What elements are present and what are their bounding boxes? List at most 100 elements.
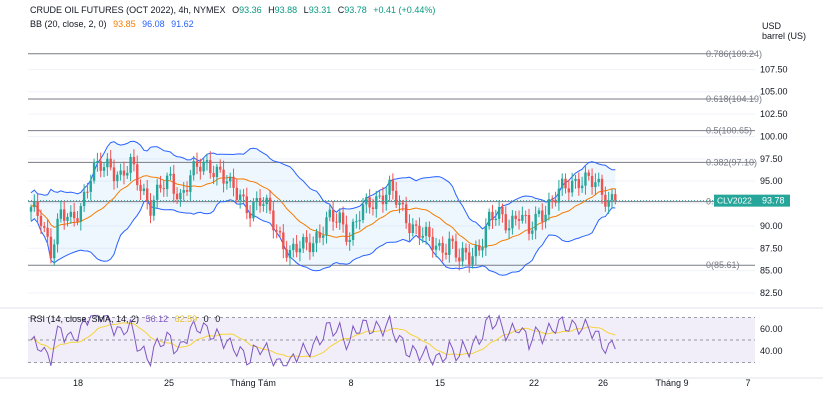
- candle-body: [351, 221, 355, 240]
- candle-body: [564, 178, 567, 189]
- candle-body: [424, 226, 428, 236]
- candle-body: [295, 243, 298, 253]
- candle-body: [129, 157, 132, 173]
- bb-upper-line: [30, 140, 616, 230]
- candle-body: [381, 195, 385, 205]
- candle-body: [185, 190, 189, 192]
- x-tick-label: 7: [745, 378, 750, 388]
- price-tag-bg: [758, 194, 790, 207]
- candle-body: [315, 232, 318, 244]
- candle-body: [594, 182, 597, 188]
- candle-body: [421, 235, 424, 238]
- fib-label: 0.382(97.10): [706, 157, 757, 167]
- candle-body: [461, 247, 464, 262]
- candle-body: [570, 180, 574, 193]
- candle-body: [162, 188, 165, 190]
- x-tick-label: 26: [598, 378, 608, 388]
- candle-body: [335, 221, 338, 223]
- close-label: C: [337, 5, 345, 15]
- candle-body: [345, 224, 348, 242]
- candle-body: [192, 161, 195, 176]
- legend-line2: BB (20, close, 2, 0) 93.85 96.08 91.62: [30, 19, 198, 29]
- candle-body: [418, 225, 421, 238]
- candle-body: [438, 243, 441, 246]
- candle-body: [361, 204, 365, 221]
- rsi-legend: RSI (14, close, SMA, 14, 2) 56.12 62.59 …: [30, 314, 224, 324]
- high-value: 93.88: [274, 5, 298, 15]
- candle-body: [59, 209, 63, 219]
- candle-body: [285, 249, 288, 258]
- candle-body: [521, 214, 524, 221]
- y-axis-unit: USD barrel (US): [762, 21, 806, 41]
- candle-body: [255, 198, 258, 202]
- candle-body: [36, 201, 39, 216]
- candles[interactable]: [28, 149, 755, 273]
- change-value: +0.41 (+0.44%): [373, 5, 436, 15]
- candle-body: [215, 166, 219, 178]
- candle-body: [308, 242, 312, 253]
- symbol-tag: CLV2022: [717, 196, 752, 206]
- y-tick-label: 105.00: [760, 87, 788, 97]
- candle-body: [368, 197, 371, 208]
- candle-body: [607, 200, 610, 207]
- fib-label: 0.618(104.19): [706, 94, 762, 104]
- y-tick-label: 85.00: [760, 266, 783, 276]
- y-axis-unit-line2: barrel (US): [762, 31, 807, 41]
- candle-body: [126, 172, 129, 176]
- candle-body: [468, 252, 471, 265]
- candle-body: [179, 192, 182, 200]
- candle-body: [242, 194, 245, 197]
- candle-body: [557, 188, 561, 203]
- candle-body: [205, 160, 209, 162]
- rsi-tick-label: 60.00: [760, 324, 783, 334]
- candle-body: [282, 232, 285, 250]
- legend-line1: CRUDE OIL FUTURES (OCT 2022), 4h, NYMEX …: [30, 5, 439, 15]
- candle-body: [328, 209, 331, 218]
- candle-body: [541, 210, 544, 222]
- candle-body: [92, 163, 96, 181]
- candle-body: [597, 178, 600, 183]
- candle-body: [109, 158, 112, 168]
- candle-body: [189, 175, 192, 192]
- candle-body: [199, 166, 202, 172]
- candle-body: [348, 239, 351, 242]
- x-tick-label: 8: [348, 378, 353, 388]
- candle-body: [82, 191, 86, 207]
- rsi-indicator-label: RSI (14, close, SMA, 14, 2): [30, 314, 140, 324]
- candle-body: [288, 250, 292, 258]
- candle-body: [53, 244, 56, 259]
- candle-body: [574, 178, 577, 181]
- candle-body: [222, 169, 225, 184]
- candle-body: [504, 214, 507, 231]
- candle-body: [537, 210, 541, 214]
- candle-body: [116, 174, 119, 182]
- candle-body: [86, 191, 89, 193]
- candle-body: [428, 226, 431, 237]
- bb-lower-value: 91.62: [171, 19, 194, 29]
- candle-body: [524, 214, 527, 216]
- candle-body: [102, 167, 106, 171]
- high-label: H: [268, 5, 275, 15]
- candle-body: [318, 232, 322, 238]
- rsi-sma-value: 62.59: [174, 314, 198, 324]
- candle-body: [46, 227, 49, 237]
- candle-body: [112, 167, 116, 182]
- candle-body: [358, 220, 361, 222]
- fib-label: 0.786(109.24): [706, 49, 762, 59]
- x-tick-label: Tháng Tám: [230, 378, 276, 388]
- candle-body: [175, 193, 179, 200]
- candle-body: [338, 212, 341, 223]
- candle-body: [292, 243, 295, 251]
- candle-body: [531, 230, 534, 234]
- y-tick-label: 95.00: [760, 176, 783, 186]
- candle-body: [152, 199, 156, 216]
- candle-body: [378, 195, 381, 197]
- candle-body: [551, 199, 554, 201]
- candle-body: [278, 231, 282, 233]
- candle-body: [182, 190, 185, 193]
- candle-body: [33, 201, 36, 208]
- candle-body: [265, 197, 268, 205]
- candle-body: [587, 172, 590, 176]
- candle-body: [507, 228, 511, 231]
